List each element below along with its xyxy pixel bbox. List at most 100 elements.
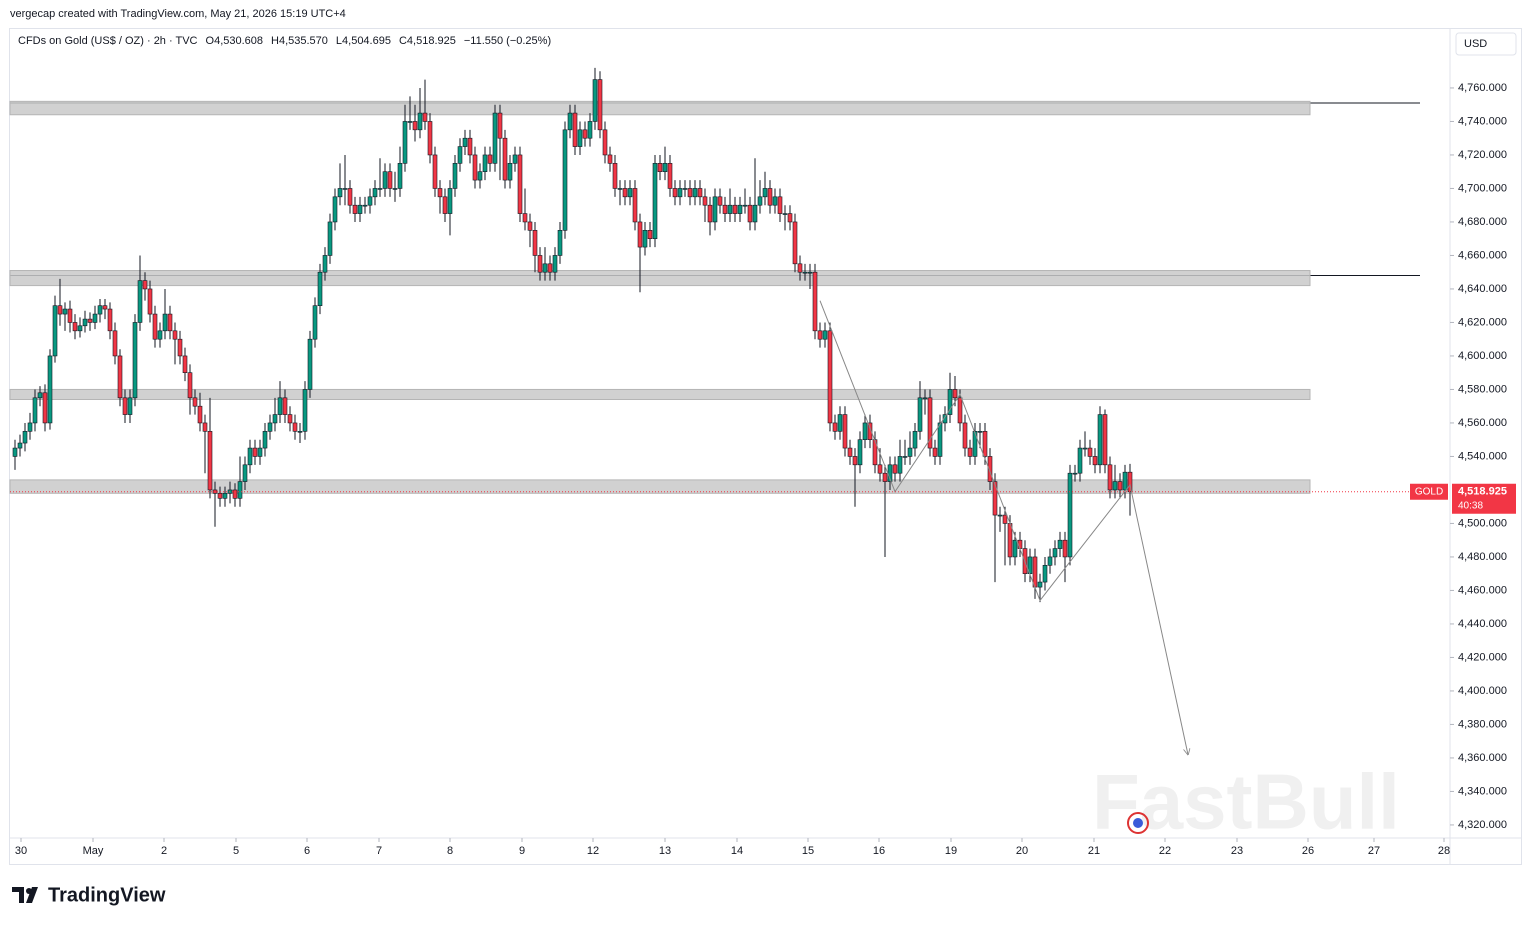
- candle-body: [1047, 556, 1053, 566]
- x-tick-label: 30: [15, 845, 27, 857]
- candle-body: [1032, 556, 1038, 588]
- candle-body: [582, 129, 588, 139]
- zone: [9, 479, 1311, 494]
- candle-body: [542, 263, 548, 273]
- candle-body: [237, 481, 243, 499]
- candle-body: [162, 313, 168, 332]
- candle-body: [147, 288, 153, 315]
- candle-body: [837, 414, 843, 432]
- candle-body: [32, 397, 38, 424]
- candle-body: [637, 221, 643, 248]
- candle-body: [342, 188, 348, 190]
- logo-text: TradingView: [48, 884, 166, 906]
- x-tick-label: 22: [1159, 845, 1171, 857]
- candle-body: [182, 355, 188, 373]
- candle-body: [12, 447, 18, 457]
- candle-body: [797, 263, 803, 273]
- candle-body: [202, 422, 208, 432]
- countdown-label: 40:38: [1458, 500, 1483, 511]
- candle-body: [932, 447, 938, 457]
- candle-body: [732, 204, 738, 214]
- candle-body: [1107, 464, 1113, 491]
- candle-body: [52, 305, 58, 357]
- candle-body: [382, 171, 388, 189]
- y-tick-label: 4,580.000: [1458, 383, 1507, 395]
- candle-body: [437, 188, 443, 198]
- x-tick-label: 26: [1302, 845, 1314, 857]
- candle-body: [397, 163, 403, 189]
- candle-body: [337, 188, 343, 198]
- candle-body: [537, 255, 543, 273]
- candle-body: [462, 137, 468, 147]
- candle-body: [772, 196, 778, 206]
- candle-body: [492, 112, 498, 164]
- y-tick-label: 4,640.000: [1458, 283, 1507, 295]
- candle-body: [972, 431, 978, 457]
- candle-body: [377, 188, 383, 190]
- candle-body: [287, 414, 293, 424]
- candle-body: [907, 447, 913, 457]
- candle-body: [877, 464, 883, 474]
- candle-body: [307, 338, 313, 390]
- candle-body: [717, 196, 723, 206]
- candle-body: [1057, 539, 1063, 549]
- candle-body: [442, 196, 448, 214]
- x-tick-label: 8: [447, 845, 453, 857]
- y-tick-label: 4,420.000: [1458, 651, 1507, 663]
- candle-body: [942, 414, 948, 424]
- candle-body: [417, 112, 423, 131]
- y-tick-label: 4,760.000: [1458, 82, 1507, 94]
- candle-body: [782, 213, 788, 215]
- candle-body: [672, 188, 678, 198]
- candle-body: [137, 280, 143, 323]
- candle-body: [527, 221, 533, 231]
- candle-body: [862, 422, 868, 440]
- y-tick-label: 4,440.000: [1458, 618, 1507, 630]
- x-tick-label: 2: [161, 845, 167, 857]
- tradingview-logo: TradingView: [12, 884, 166, 906]
- y-tick-label: 4,660.000: [1458, 249, 1507, 261]
- candle-body: [472, 154, 478, 181]
- candle-body: [1087, 447, 1093, 457]
- x-tick-label: May: [83, 845, 104, 857]
- candle-body: [247, 447, 253, 466]
- y-tick-label: 4,720.000: [1458, 149, 1507, 161]
- candle-body: [787, 213, 793, 223]
- candle-body: [962, 422, 968, 449]
- candle-body: [87, 318, 93, 323]
- candle-body: [292, 422, 298, 432]
- candle-body: [267, 422, 273, 432]
- candle-body: [1002, 514, 1008, 524]
- candle-body: [802, 271, 808, 274]
- candle-body: [222, 492, 228, 499]
- candle-body: [402, 121, 408, 164]
- candle-body: [207, 431, 213, 491]
- y-tick-label: 4,600.000: [1458, 350, 1507, 362]
- candle-body: [987, 456, 993, 482]
- candle-body: [712, 196, 718, 223]
- candle-body: [422, 112, 428, 122]
- y-tick-label: 4,400.000: [1458, 685, 1507, 697]
- candle-body: [587, 121, 593, 139]
- candle-body: [692, 188, 698, 198]
- candle-body: [282, 397, 288, 415]
- y-tick-label: 4,740.000: [1458, 115, 1507, 127]
- candle-body: [657, 163, 663, 173]
- candle-body: [332, 196, 338, 223]
- candle-body: [362, 204, 368, 207]
- candle-body: [372, 188, 378, 198]
- price-tag: [1452, 483, 1516, 514]
- candle-body: [252, 447, 258, 457]
- candle-body: [312, 305, 318, 340]
- candle-body: [407, 121, 413, 123]
- candle-body: [152, 313, 158, 340]
- zone: [9, 270, 1311, 287]
- candle-body: [917, 397, 923, 432]
- candle-body: [817, 330, 823, 340]
- candle-body: [497, 112, 503, 139]
- y-tick-label: 4,320.000: [1458, 819, 1507, 831]
- candle-body: [662, 163, 668, 173]
- x-tick-label: 20: [1016, 845, 1028, 857]
- currency-button[interactable]: [1455, 32, 1517, 56]
